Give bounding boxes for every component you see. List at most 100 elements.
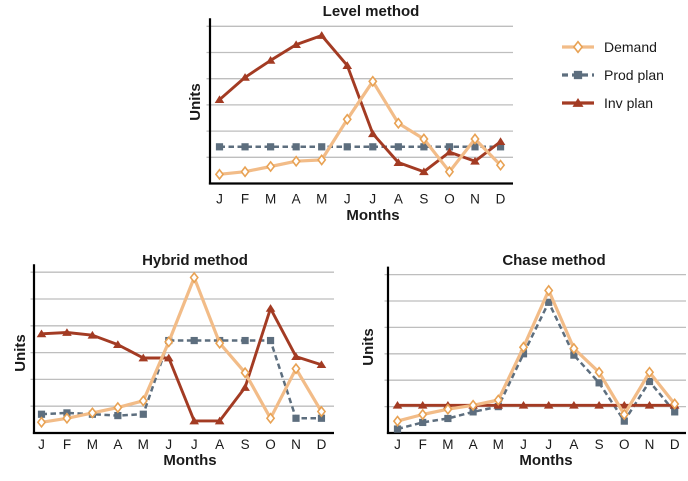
demand-marker [569, 342, 579, 355]
legend-item-inv-plan: Inv plan [561, 94, 664, 111]
month-tick-label: J [165, 437, 172, 452]
demand-marker [670, 398, 680, 410]
month-tick-label: S [595, 437, 604, 452]
month-tick-label: A [394, 192, 403, 207]
month-tick-label: S [241, 437, 250, 452]
inv-plan-marker [316, 360, 327, 369]
inv-plan-marker [368, 129, 378, 138]
prod-plan-marker [420, 143, 428, 151]
month-tick-label: J [545, 437, 552, 452]
demand-marker [36, 416, 47, 429]
month-tick-label: S [419, 192, 428, 207]
inv-plan-marker [265, 304, 276, 312]
legend-item-demand: Demand [561, 38, 664, 55]
inv-plan-marker [163, 353, 174, 362]
month-tick-label: M [138, 437, 149, 452]
demand-marker [594, 366, 604, 379]
prod-plan-marker [317, 414, 326, 422]
prod-plan-marker [393, 425, 402, 433]
inv-plan-marker [240, 383, 250, 391]
prod-plan-marker [419, 418, 427, 427]
inv-plan-marker [619, 400, 630, 409]
inv-plan-legend-swatch-icon [562, 97, 594, 107]
demand-marker [468, 399, 478, 412]
prod-plan-line [397, 301, 676, 431]
demand-marker [443, 403, 453, 416]
month-tick-label: O [444, 192, 455, 207]
prod-plan-marker [215, 143, 224, 151]
inv-plan-marker [138, 353, 149, 362]
demand-marker [291, 155, 301, 168]
inv-plan-line [41, 306, 322, 423]
demand-marker [572, 39, 584, 54]
month-tick-label: O [619, 437, 630, 452]
demand-marker [215, 337, 225, 350]
inv-plan-marker [87, 330, 98, 339]
month-tick-label: A [113, 437, 122, 452]
prod-plan-marker [471, 143, 479, 151]
prod-plan-marker [241, 336, 249, 345]
demand-marker [495, 159, 506, 172]
demand-marker [644, 366, 655, 379]
month-tick-label: N [645, 437, 655, 452]
demand-marker [444, 165, 455, 178]
demand-marker [316, 405, 327, 418]
demand-marker [240, 366, 250, 379]
inv-plan-marker [113, 340, 123, 348]
inv-plan-marker [594, 400, 604, 409]
inv-plan-marker [62, 328, 72, 336]
demand-marker [265, 160, 276, 173]
month-tick-label: M [493, 437, 504, 452]
inv-plan-marker [569, 400, 579, 409]
prod-plan-marker [343, 143, 351, 151]
legend-label-inv-plan: Inv plan [604, 94, 654, 111]
month-tick-label: A [292, 192, 301, 207]
month-tick-label: A [215, 437, 224, 452]
demand-marker [544, 284, 554, 297]
month-tick-label: M [316, 192, 327, 207]
month-tick-label: A [469, 437, 478, 452]
demand-marker [291, 362, 301, 375]
demand-marker [317, 154, 327, 166]
demand-marker [265, 412, 276, 425]
chart-title-level-method: Level method [322, 3, 420, 20]
prod-plan-marker [620, 417, 628, 425]
demand-marker [138, 394, 148, 407]
demand-marker [392, 415, 403, 428]
demand-marker [113, 401, 123, 414]
inv-plan-marker [291, 40, 301, 49]
prod-plan-marker [570, 351, 578, 359]
inv-plan-marker [572, 97, 584, 107]
demand-line [397, 288, 676, 423]
month-tick-label: F [63, 437, 71, 452]
prod-plan-marker [469, 408, 477, 416]
demand-marker [619, 408, 629, 421]
prod-plan-marker [369, 143, 377, 151]
chart-title-chase-method: Chase method [502, 252, 606, 269]
legend: Demand Prod plan Inv plan [561, 38, 664, 111]
inv-plan-marker [189, 416, 199, 425]
demand-marker [62, 412, 72, 425]
month-tick-label: A [569, 437, 578, 452]
inv-plan-marker [265, 56, 276, 64]
inv-plan-marker [240, 73, 250, 81]
inv-plan-marker [644, 400, 655, 409]
month-tick-label: D [670, 437, 680, 452]
chase-x-axis-label: Months [519, 452, 573, 469]
month-tick-label: D [317, 437, 327, 452]
month-tick-label: J [38, 437, 45, 452]
month-tick-label: M [265, 192, 276, 207]
demand-marker [164, 335, 174, 348]
hybrid-x-axis-label: Months [163, 452, 217, 469]
month-tick-label: F [241, 192, 249, 207]
legend-item-prod-plan: Prod plan [561, 66, 664, 83]
prod-plan-marker [139, 410, 147, 418]
month-tick-label: N [291, 437, 301, 452]
inv-plan-marker [316, 31, 327, 39]
prod-plan-marker [37, 410, 46, 418]
prod-plan-marker [519, 350, 528, 358]
prod-plan-marker [545, 298, 553, 306]
demand-marker [368, 75, 378, 88]
prod-plan-marker [241, 143, 249, 151]
